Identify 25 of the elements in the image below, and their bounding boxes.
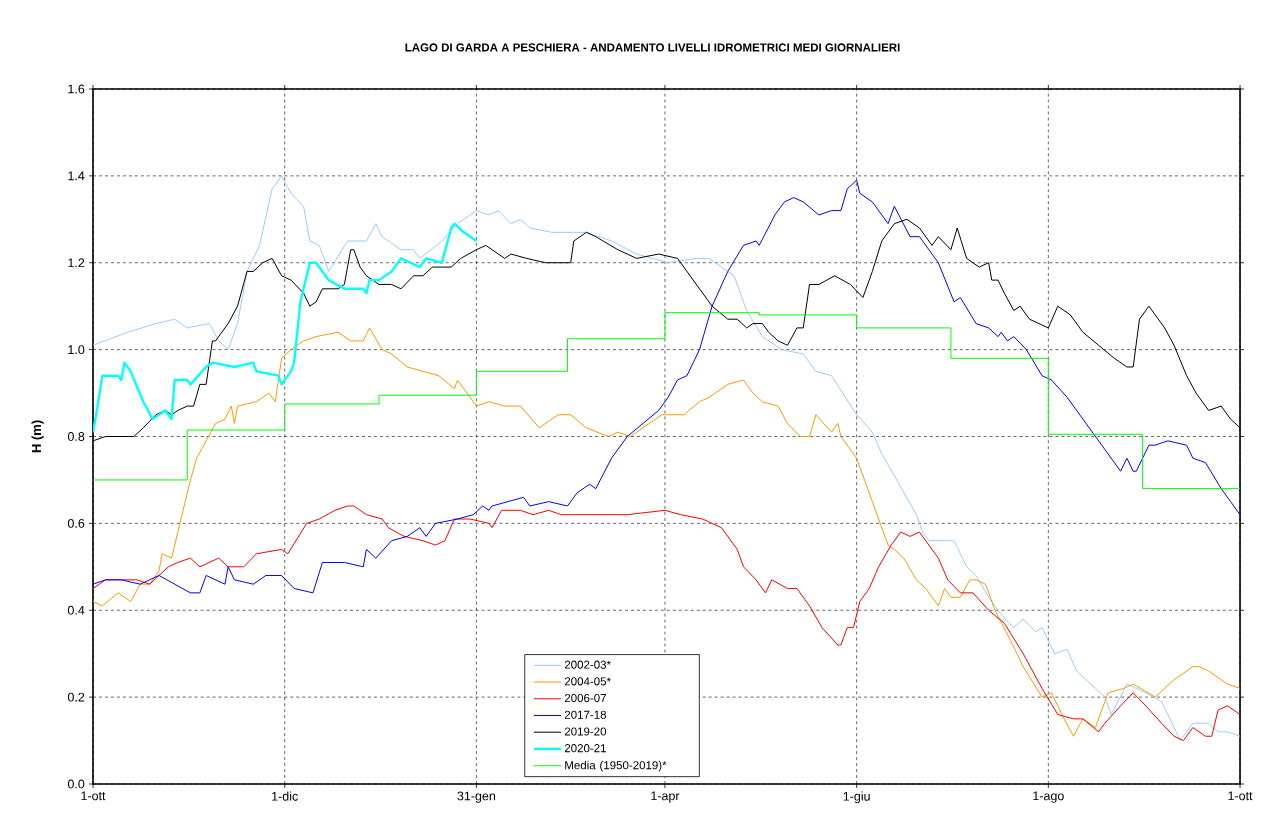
x-tick-label: 1-ott	[81, 791, 106, 801]
x-tick-label: 1-ago	[1033, 791, 1064, 803]
y-tick-label: 1.4	[68, 171, 85, 181]
y-tick-label: 0.4	[67, 605, 85, 615]
x-tick-label: 1-apr	[651, 791, 680, 803]
legend-label: 2004-05*	[564, 677, 611, 686]
legend-label: 2020-21	[564, 744, 606, 753]
legend-label: 2002-03*	[564, 660, 611, 669]
y-axis-title: H (m)	[31, 420, 44, 453]
legend-label: 2019-20	[564, 727, 607, 736]
y-tick-label: 1.0	[68, 345, 85, 355]
y-tick-label: 1.2	[68, 258, 85, 268]
y-tick-label: 0.0	[67, 779, 85, 789]
legend-label: 2006-07	[564, 694, 606, 703]
x-tick-label: 1-ott	[1228, 791, 1253, 801]
y-tick-label: 0.6	[67, 518, 85, 528]
y-tick-label: 0.2	[67, 692, 85, 702]
x-tick-label: 1-giu	[843, 791, 870, 804]
y-tick-label: 0.8	[67, 432, 85, 441]
legend-label: Media (1950-2019)*	[565, 760, 667, 772]
legend-label: 2017-18	[564, 710, 607, 719]
x-tick-label: 1-dic	[272, 791, 298, 801]
chart-title: LAGO DI GARDA A PESCHIERA - ANDAMENTO LIVELLI IDROMETRICI MEDI GIORNALIERI	[405, 43, 900, 52]
y-tick-label: 1.6	[68, 84, 85, 94]
x-tick-label: 31-gen	[457, 791, 496, 803]
